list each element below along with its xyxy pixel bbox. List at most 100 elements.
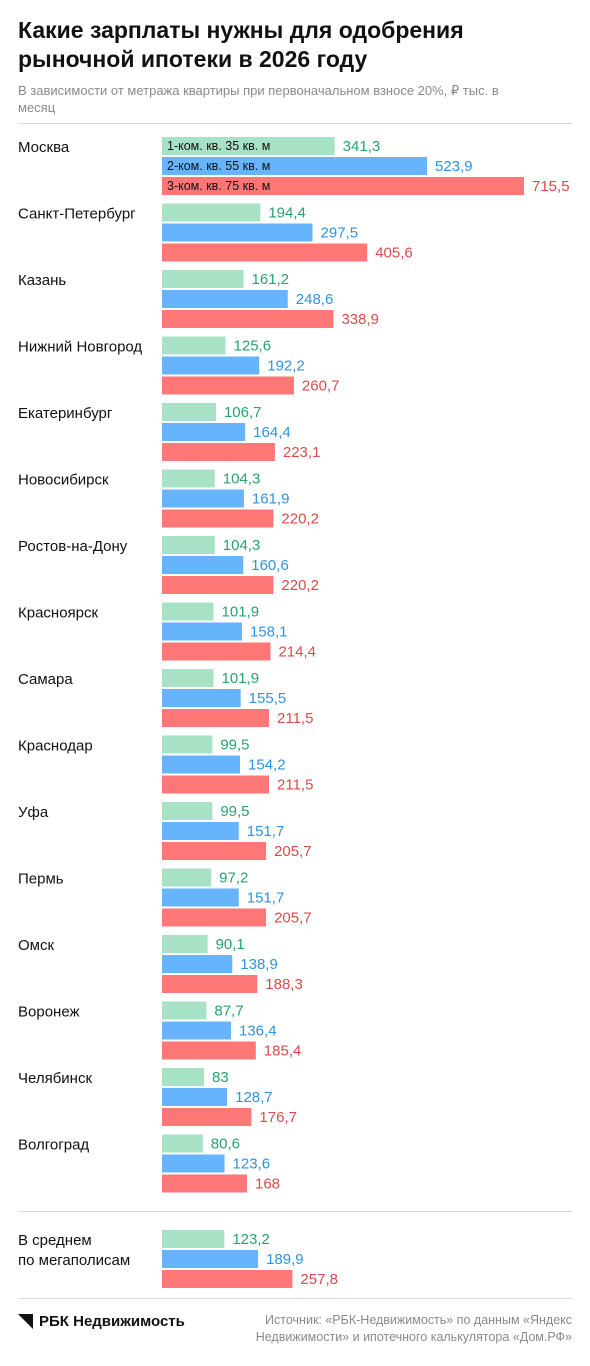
- bar-series-1: [162, 1134, 203, 1153]
- bar-series-2: [162, 1154, 225, 1173]
- bar-series-2: [162, 157, 428, 175]
- data-label: 220,2: [281, 511, 319, 528]
- bar-series-2: [162, 556, 244, 574]
- data-label: 138,9: [240, 956, 278, 973]
- data-label: 104,3: [223, 471, 261, 488]
- data-label: 214,4: [278, 644, 316, 661]
- data-label: 106,7: [224, 404, 262, 421]
- data-label: 189,9: [266, 1251, 304, 1268]
- bar-series-2: [162, 955, 233, 973]
- bar-series-3: [162, 975, 258, 993]
- category-label: Красноярск: [18, 605, 99, 622]
- data-label: 205,7: [274, 843, 312, 860]
- data-label: 101,9: [222, 604, 260, 621]
- data-label: 223,1: [283, 444, 321, 461]
- data-label: 151,7: [247, 890, 285, 907]
- footer-divider: [18, 1298, 572, 1299]
- bar-series-3: [162, 775, 270, 794]
- category-label: Москва: [18, 139, 70, 156]
- footer-logo: РБК Недвижимость: [18, 1313, 185, 1330]
- bar-series-2: [162, 755, 241, 774]
- data-label: 405,6: [375, 245, 413, 262]
- category-label: Челябинск: [18, 1070, 92, 1087]
- bar-series-2: [162, 1250, 259, 1268]
- category-label: Санкт-Петербург: [18, 206, 136, 223]
- data-label: 220,2: [281, 577, 319, 594]
- bar-series-2: [162, 423, 246, 441]
- bar-series-3: [162, 1041, 256, 1060]
- bar-series-2: [162, 689, 241, 707]
- bar-series-3: [162, 1270, 293, 1288]
- category-label: Самара: [18, 671, 73, 688]
- bar-series-1: [162, 1001, 207, 1020]
- data-label: 128,7: [235, 1089, 273, 1106]
- bar-series-1: [162, 1230, 225, 1248]
- data-label: 123,6: [233, 1156, 271, 1173]
- data-label: 194,4: [268, 205, 306, 222]
- data-label: 164,4: [253, 424, 291, 441]
- source-note: Источник: «РБК-Недвижимость» по данным «…: [255, 1313, 572, 1344]
- bar-series-3: [162, 908, 267, 927]
- data-label: 161,2: [252, 271, 290, 288]
- bar-series-3: [162, 376, 294, 395]
- category-label: Екатеринбург: [18, 405, 113, 422]
- bar-series-3: [162, 1174, 247, 1193]
- category-label: Омск: [18, 937, 54, 954]
- data-label: 151,7: [247, 823, 285, 840]
- bar-series-1: [162, 868, 212, 887]
- bar-series-3: [162, 177, 524, 195]
- data-label: 87,7: [214, 1003, 243, 1020]
- data-label: 104,3: [223, 537, 261, 554]
- data-label: 715,5: [532, 178, 570, 195]
- category-label: Казань: [18, 272, 66, 289]
- bar-series-2: [162, 622, 242, 641]
- category-label: по мегаполисам: [18, 1252, 130, 1269]
- category-label: Краснодар: [18, 738, 93, 755]
- data-label: 185,4: [264, 1043, 302, 1060]
- data-label: 257,8: [300, 1271, 338, 1288]
- data-label: 83: [212, 1069, 229, 1086]
- bar-series-1: [162, 270, 244, 288]
- data-label: 297,5: [321, 225, 359, 242]
- data-label: 154,2: [248, 757, 286, 774]
- category-label: В среднем: [18, 1232, 92, 1249]
- bar-series-1: [162, 602, 214, 621]
- bar-series-1: [162, 336, 226, 355]
- rbc-logo-icon: [18, 1314, 33, 1329]
- data-label: 341,3: [343, 138, 381, 155]
- bar-series-1: [162, 469, 215, 488]
- category-label: Нижний Новгород: [18, 339, 142, 356]
- bar-series-1: [162, 669, 214, 687]
- bar-series-2: [162, 888, 239, 907]
- data-label: 188,3: [265, 976, 303, 993]
- data-label: 176,7: [259, 1109, 297, 1126]
- data-label: 90,1: [216, 936, 245, 953]
- data-label: 211,5: [277, 710, 313, 727]
- bar-series-3: [162, 243, 368, 262]
- data-label: 260,7: [302, 378, 340, 395]
- chart-title: Какие зарплаты нужны для одобрения рыноч…: [18, 17, 464, 72]
- category-label: Новосибирск: [18, 472, 109, 489]
- data-label: 338,9: [341, 311, 379, 328]
- bar-series-3: [162, 1108, 252, 1126]
- data-label: 161,9: [252, 491, 290, 508]
- bar-series-2: [162, 489, 244, 508]
- data-label: 523,9: [435, 158, 473, 175]
- bar-series-1: [162, 1068, 204, 1086]
- category-label: Ростов-на-Дону: [18, 538, 128, 555]
- bar-series-2: [162, 822, 239, 840]
- data-label: 101,9: [222, 670, 260, 687]
- data-label: 160,6: [251, 557, 289, 574]
- bar-series-1: [162, 735, 213, 754]
- bar-series-1: [162, 802, 213, 820]
- bar-series-1: [162, 137, 335, 155]
- bar-series-3: [162, 709, 270, 727]
- category-label: Воронеж: [18, 1004, 80, 1021]
- data-label: 248,6: [296, 291, 334, 308]
- data-label: 80,6: [211, 1136, 240, 1153]
- bar-series-3: [162, 443, 275, 461]
- category-label: Пермь: [18, 871, 64, 888]
- data-label: 125,6: [234, 338, 272, 355]
- data-label: 99,5: [220, 803, 249, 820]
- data-label: 205,7: [274, 910, 312, 927]
